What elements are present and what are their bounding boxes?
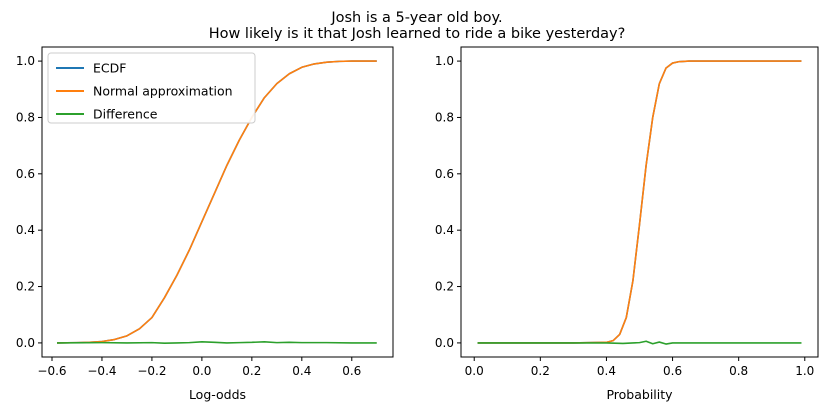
x-tick-label: 0.2 [242,364,261,378]
x-axis-label: Probability [606,387,673,402]
x-tick-label: 0.8 [729,364,748,378]
x-tick-label: 0.6 [663,364,682,378]
y-tick-label: 0.2 [16,280,35,294]
x-tick-label: 0.2 [531,364,550,378]
legend-box [47,52,256,124]
series-line-normal-approximation [477,60,802,344]
legend-label: ECDF [93,61,126,76]
x-tick-label: −0.2 [137,364,166,378]
x-tick-label: 1.0 [795,364,814,378]
y-tick-label: 0.6 [16,167,35,181]
chart-panels: −0.6 −0.4 −0.2 0.0 0.2 0.4 0.6 0.0 0.2 0.4 0.6 0.8 1… [16,46,819,402]
legend: ECDF Normal approximation Difference [47,52,256,124]
y-tick-label: 0.4 [435,223,454,237]
y-tick-label: 0.6 [435,167,454,181]
y-tick-label: 1.0 [435,54,454,68]
x-tick-label: 0.6 [342,364,361,378]
x-tick-label: −0.4 [87,364,116,378]
legend-label: Normal approximation [93,84,233,99]
axes-frame [460,46,819,358]
series-line-normal-approximation [56,60,377,344]
series-line-ecdf [477,60,802,344]
y-tick-label: 0.2 [435,280,454,294]
x-tick-label: 0.4 [292,364,311,378]
x-tick-label: 0.0 [465,364,484,378]
y-tick-label: 0.4 [16,223,35,237]
y-tick-label: 1.0 [16,54,35,68]
legend-label: Difference [93,107,158,122]
chart-panel-2: 0.0 0.2 0.4 0.6 0.8 1.0 0.0 0.2 0.4 0.6 0.8 1.0 Prob… [435,46,819,402]
axes-frame [41,46,394,358]
x-tick-label: −0.6 [37,364,66,378]
y-tick-label: 0.0 [435,336,454,350]
figure-title-line2: How likely is it that Josh learned to ri… [209,26,626,42]
chart-panel-1: −0.6 −0.4 −0.2 0.0 0.2 0.4 0.6 0.0 0.2 0.4 0.6 0.8 1… [16,46,394,402]
x-tick-label: 0.0 [192,364,211,378]
series-line-difference [56,340,377,344]
y-tick-label: 0.8 [16,110,35,124]
series-line-difference [477,340,802,345]
x-tick-label: 0.4 [597,364,616,378]
figure-title-line1: Josh is a 5-year old boy. [330,10,502,26]
y-tick-label: 0.8 [435,110,454,124]
x-axis-label: Log-odds [189,387,246,402]
y-tick-label: 0.0 [16,336,35,350]
